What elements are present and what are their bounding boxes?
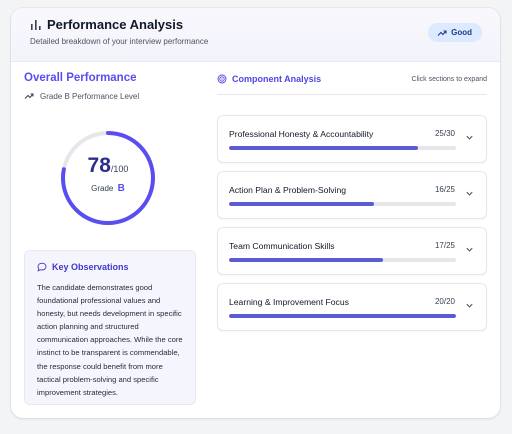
component-name: Team Communication Skills <box>229 241 335 251</box>
grade-label: Grade <box>91 184 114 193</box>
component-item[interactable]: Action Plan & Problem-Solving 16/25 <box>217 171 487 219</box>
progress-track <box>229 202 456 206</box>
grade-letter: B <box>117 183 125 194</box>
progress-track <box>229 258 456 262</box>
component-analysis-title: Component Analysis <box>232 74 322 84</box>
score-ring-progress <box>61 131 155 225</box>
chevron-down-icon[interactable] <box>465 301 474 310</box>
component-item[interactable]: Learning & Improvement Focus 20/20 <box>217 283 487 331</box>
component-analysis-title-row: Component Analysis <box>217 74 321 84</box>
progress-fill <box>229 146 419 150</box>
component-score: 25/30 <box>434 129 455 138</box>
score-ring: 78/100 Grade B <box>58 128 158 228</box>
trending-up-icon <box>437 29 447 36</box>
component-name: Professional Honesty & Accountability <box>229 129 374 139</box>
progress-fill <box>229 314 456 318</box>
chevron-down-icon[interactable] <box>465 133 474 142</box>
chevron-down-icon[interactable] <box>465 189 474 198</box>
progress-track <box>229 146 456 150</box>
expand-hint: Click sections to expand <box>411 75 487 83</box>
grade-level-line: Grade B Performance Level <box>24 91 199 101</box>
target-icon <box>217 74 227 84</box>
overall-title: Overall Performance <box>24 72 137 84</box>
progress-fill <box>229 258 384 262</box>
progress-track <box>229 314 456 318</box>
component-score: 16/25 <box>434 185 455 194</box>
component-analysis-header: Component Analysis Click sections to exp… <box>217 72 487 86</box>
header: Performance Analysis Detailed breakdown … <box>11 8 500 62</box>
overall-section: Overall Performance Grade B Performance … <box>24 72 199 101</box>
status-badge-label: Good <box>451 28 472 37</box>
grade-display: Grade B <box>58 183 158 194</box>
performance-card: Performance Analysis Detailed breakdown … <box>11 8 500 418</box>
component-name: Learning & Improvement Focus <box>229 297 349 307</box>
chevron-down-icon[interactable] <box>465 245 474 254</box>
component-name: Action Plan & Problem-Solving <box>229 185 347 195</box>
component-score: 17/25 <box>434 241 455 250</box>
score-value: 78 <box>87 154 111 177</box>
observations-title: Key Observations <box>52 262 129 272</box>
bar-chart-icon <box>31 20 41 30</box>
observations-text: The candidate demonstrates good foundati… <box>37 283 183 397</box>
trending-up-icon <box>24 93 34 99</box>
chat-bubble-icon <box>37 262 47 272</box>
score-display: 78/100 <box>58 154 158 178</box>
status-badge: Good <box>428 23 482 42</box>
page-subtitle: Detailed breakdown of your interview per… <box>30 37 209 46</box>
page-title: Performance Analysis <box>47 17 184 32</box>
component-item[interactable]: Professional Honesty & Accountability 25… <box>217 115 487 163</box>
divider <box>217 94 487 95</box>
component-analysis-section: Component Analysis Click sections to exp… <box>217 72 487 331</box>
observations-header: Key Observations <box>37 262 183 272</box>
component-score: 20/20 <box>434 297 455 306</box>
component-item[interactable]: Team Communication Skills 17/25 <box>217 227 487 275</box>
grade-level-text: Grade B Performance Level <box>40 91 140 101</box>
score-max: /100 <box>110 164 129 174</box>
key-observations-panel: Key Observations The candidate demonstra… <box>24 250 196 405</box>
progress-fill <box>229 202 375 206</box>
